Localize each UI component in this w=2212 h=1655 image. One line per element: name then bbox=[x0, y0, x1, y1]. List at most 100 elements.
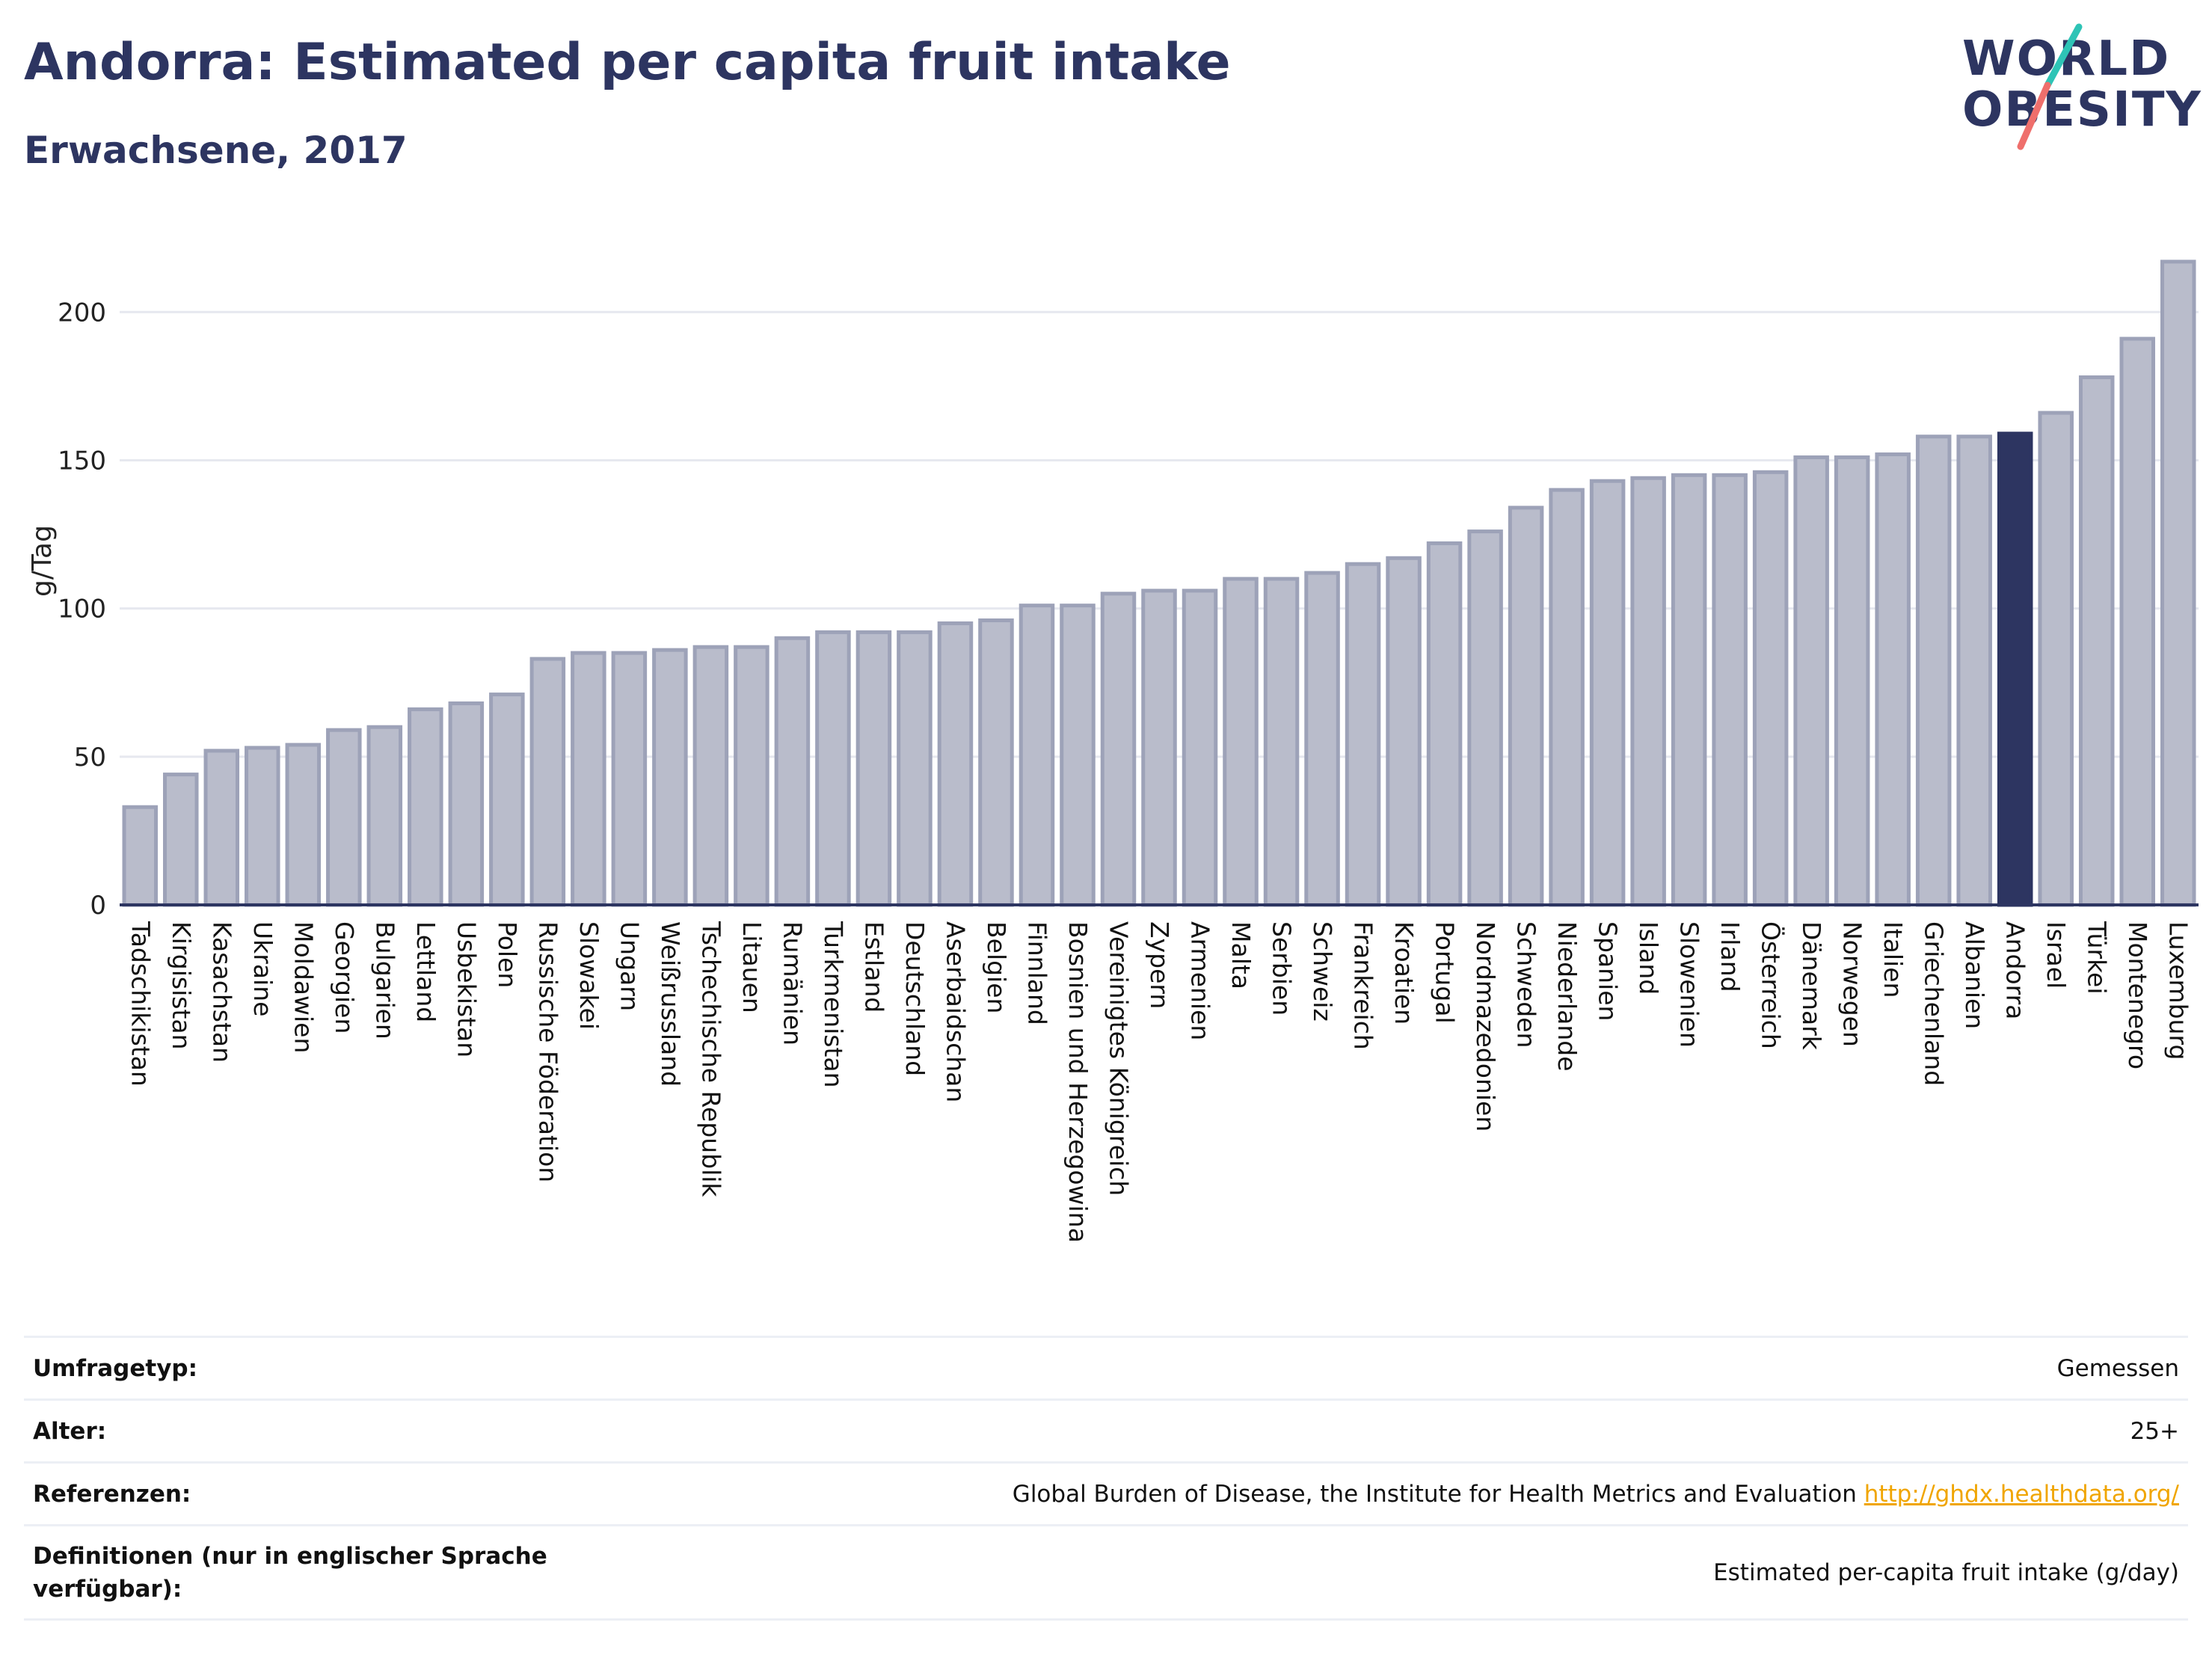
bar[interactable] bbox=[2160, 260, 2196, 907]
bar[interactable] bbox=[122, 805, 159, 907]
bar[interactable] bbox=[734, 645, 769, 907]
x-tick-label: Albanien bbox=[1960, 921, 1989, 1029]
bar[interactable] bbox=[1182, 589, 1218, 907]
x-tick-label: Nordmazedonien bbox=[1471, 921, 1500, 1132]
bar[interactable] bbox=[1345, 562, 1381, 907]
x-tick-label: Moldawien bbox=[289, 921, 318, 1053]
bar[interactable] bbox=[1875, 452, 1911, 907]
info-key: Definitionen (nur in englischer Sprache … bbox=[33, 1542, 547, 1603]
logo-slash-icon bbox=[2017, 23, 2083, 150]
bar[interactable] bbox=[1793, 455, 1829, 907]
y-tick-label: 50 bbox=[74, 743, 106, 773]
bar[interactable] bbox=[774, 636, 811, 907]
chart-subtitle: Erwachsene, 2017 bbox=[24, 129, 408, 172]
bar[interactable] bbox=[1223, 577, 1259, 907]
x-tick-label: Polen bbox=[493, 921, 522, 988]
info-row-definitions: Definitionen (nur in englischer Sprache … bbox=[24, 1526, 2188, 1621]
bar[interactable] bbox=[897, 630, 933, 907]
x-tick-label: Kasachstan bbox=[207, 921, 236, 1063]
bar[interactable] bbox=[1263, 577, 1300, 907]
x-tick-label: Griechenland bbox=[1920, 921, 1949, 1086]
bar[interactable] bbox=[855, 630, 892, 907]
x-tick-label: Niederlande bbox=[1552, 921, 1582, 1072]
x-tick-label: Österreich bbox=[1757, 921, 1787, 1049]
x-tick-label: Spanien bbox=[1594, 921, 1623, 1021]
bar[interactable] bbox=[1508, 506, 1544, 907]
bar[interactable] bbox=[1671, 473, 1707, 907]
bar[interactable] bbox=[2078, 375, 2115, 907]
bar[interactable] bbox=[326, 728, 362, 907]
bar[interactable] bbox=[571, 651, 606, 907]
bar[interactable] bbox=[2119, 337, 2155, 907]
logo-text-world: WORLD bbox=[1962, 31, 2171, 87]
x-tick-label: Armenien bbox=[1186, 921, 1215, 1040]
bar[interactable] bbox=[815, 630, 851, 907]
bar-highlight[interactable] bbox=[1997, 432, 2033, 907]
bar[interactable] bbox=[529, 657, 566, 907]
x-tick-label: Montenegro bbox=[2123, 921, 2152, 1069]
bar[interactable] bbox=[366, 725, 403, 907]
bar[interactable] bbox=[163, 773, 199, 907]
bar[interactable] bbox=[245, 746, 280, 907]
x-tick-label: Kroatien bbox=[1389, 921, 1419, 1025]
x-tick-label: Luxemburg bbox=[2164, 921, 2193, 1060]
x-tick-label: Slowakei bbox=[574, 921, 603, 1030]
bar[interactable] bbox=[1141, 589, 1177, 907]
bar[interactable] bbox=[937, 621, 974, 907]
info-row-age: Alter: 25+ bbox=[24, 1401, 2188, 1464]
bar[interactable] bbox=[1712, 473, 1748, 907]
reference-link[interactable]: http://ghdx.healthdata.org/ bbox=[1864, 1480, 2179, 1508]
bar[interactable] bbox=[1752, 470, 1789, 907]
info-table: Umfragetyp: Gemessen Alter: 25+ Referenz… bbox=[24, 1336, 2188, 1621]
x-tick-label: Malta bbox=[1226, 921, 1256, 989]
bar[interactable] bbox=[1467, 529, 1503, 907]
bar[interactable] bbox=[203, 749, 240, 907]
bar[interactable] bbox=[448, 701, 485, 907]
x-tick-label: Serbien bbox=[1268, 921, 1297, 1016]
x-tick-label: Rumänien bbox=[778, 921, 807, 1045]
x-tick-label: Slowenien bbox=[1675, 921, 1704, 1048]
x-tick-label: Italien bbox=[1878, 921, 1908, 998]
bar[interactable] bbox=[1834, 455, 1870, 907]
bar[interactable] bbox=[1630, 476, 1666, 907]
x-tick-label: Bosnien und Herzegowina bbox=[1063, 921, 1093, 1243]
reference-text: Global Burden of Disease, the Institute … bbox=[1012, 1480, 1857, 1508]
y-tick-label: 200 bbox=[58, 298, 106, 328]
axes: 0 50 100 150 200 Tadschikistan Kirgisistan Kasa… bbox=[58, 298, 2199, 1243]
bar[interactable] bbox=[2038, 411, 2074, 907]
bar[interactable] bbox=[1304, 571, 1340, 907]
bar[interactable] bbox=[408, 707, 443, 907]
bar[interactable] bbox=[1549, 488, 1585, 907]
chart-title: Andorra: Estimated per capita fruit inta… bbox=[24, 33, 1231, 92]
bar[interactable] bbox=[1060, 604, 1096, 907]
x-tick-label: Schweiz bbox=[1308, 921, 1337, 1022]
bar[interactable] bbox=[692, 645, 729, 907]
x-tick-label: Dänemark bbox=[1797, 921, 1826, 1051]
x-tick-label: Portugal bbox=[1431, 921, 1460, 1024]
x-tick-label: Irland bbox=[1715, 921, 1745, 992]
bar[interactable] bbox=[978, 618, 1014, 907]
bar[interactable] bbox=[1589, 479, 1626, 907]
x-tick-label: Norwegen bbox=[1838, 921, 1867, 1047]
bar[interactable] bbox=[285, 743, 322, 907]
bar[interactable] bbox=[1915, 435, 1952, 907]
bar[interactable] bbox=[1426, 541, 1463, 907]
x-tick-label: Frankreich bbox=[1349, 921, 1378, 1050]
x-tick-label: Weißrussland bbox=[656, 921, 685, 1087]
x-tick-label: Litauen bbox=[737, 921, 766, 1013]
info-value: Global Burden of Disease, the Institute … bbox=[1013, 1481, 2179, 1508]
bar[interactable] bbox=[1019, 604, 1055, 907]
y-tick-label: 0 bbox=[90, 891, 106, 921]
bar[interactable] bbox=[652, 648, 688, 907]
x-tick-label: Zypern bbox=[1145, 921, 1174, 1009]
bar[interactable] bbox=[1100, 592, 1137, 907]
x-tick-label: Deutschland bbox=[900, 921, 930, 1076]
world-obesity-logo[interactable]: WORLD OBESITY bbox=[1952, 21, 2201, 156]
bar[interactable] bbox=[1956, 435, 1992, 907]
bar[interactable] bbox=[611, 651, 648, 907]
info-value: Gemessen bbox=[2056, 1354, 2179, 1382]
x-tick-label: Türkei bbox=[2083, 921, 2112, 995]
x-tick-label: Aserbaidschan bbox=[941, 921, 970, 1102]
bar[interactable] bbox=[1386, 556, 1422, 907]
bar[interactable] bbox=[489, 693, 525, 907]
